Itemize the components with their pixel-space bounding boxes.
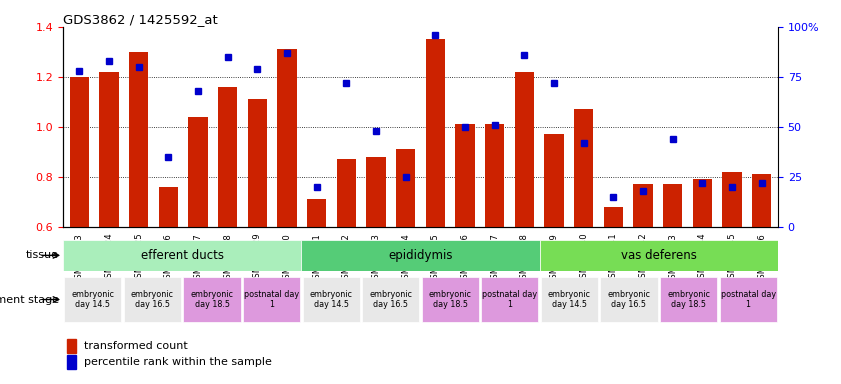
Bar	[63, 240, 301, 271]
Bar	[752, 174, 771, 227]
Text: postnatal day
1: postnatal day 1	[244, 290, 299, 309]
Text: postnatal day
1: postnatal day 1	[482, 290, 537, 309]
Text: postnatal day
1: postnatal day 1	[721, 290, 775, 309]
Bar	[99, 72, 119, 227]
Text: embryonic
day 16.5: embryonic day 16.5	[369, 290, 412, 309]
Bar	[188, 117, 208, 227]
Text: embryonic
day 16.5: embryonic day 16.5	[607, 290, 650, 309]
Bar	[278, 49, 297, 227]
Bar	[722, 172, 742, 227]
Bar	[693, 179, 712, 227]
Bar	[336, 159, 356, 227]
Bar	[248, 99, 267, 227]
Text: transformed count: transformed count	[84, 341, 188, 351]
Bar	[183, 276, 241, 323]
Text: GDS3862 / 1425592_at: GDS3862 / 1425592_at	[63, 13, 218, 26]
Bar	[367, 157, 386, 227]
Bar	[66, 355, 76, 369]
Bar	[720, 276, 777, 323]
Text: vas deferens: vas deferens	[621, 249, 696, 262]
Bar	[218, 87, 237, 227]
Bar	[129, 52, 148, 227]
Bar	[485, 124, 505, 227]
Bar	[307, 199, 326, 227]
Bar	[426, 39, 445, 227]
Bar	[421, 276, 479, 323]
Bar	[396, 149, 415, 227]
Bar	[303, 276, 360, 323]
Bar	[66, 339, 76, 353]
Bar	[243, 276, 300, 323]
Text: embryonic
day 14.5: embryonic day 14.5	[71, 290, 114, 309]
Bar	[604, 207, 623, 227]
Bar	[124, 276, 181, 323]
Bar	[541, 276, 598, 323]
Text: embryonic
day 16.5: embryonic day 16.5	[131, 290, 174, 309]
Bar	[663, 184, 682, 227]
Bar	[633, 184, 653, 227]
Text: percentile rank within the sample: percentile rank within the sample	[84, 357, 272, 367]
Bar	[362, 276, 420, 323]
Text: tissue: tissue	[26, 250, 59, 260]
Bar	[64, 276, 121, 323]
Bar	[159, 187, 178, 227]
Bar	[301, 240, 540, 271]
Bar	[515, 72, 534, 227]
Text: embryonic
day 18.5: embryonic day 18.5	[429, 290, 472, 309]
Bar	[70, 77, 89, 227]
Text: embryonic
day 18.5: embryonic day 18.5	[667, 290, 710, 309]
Bar	[544, 134, 563, 227]
Text: embryonic
day 18.5: embryonic day 18.5	[191, 290, 234, 309]
Text: embryonic
day 14.5: embryonic day 14.5	[548, 290, 591, 309]
Text: efferent ducts: efferent ducts	[140, 249, 224, 262]
Bar	[660, 276, 717, 323]
Text: epididymis: epididymis	[389, 249, 452, 262]
Bar	[540, 240, 778, 271]
Bar	[455, 124, 474, 227]
Bar	[574, 109, 593, 227]
Bar	[481, 276, 538, 323]
Text: development stage: development stage	[0, 295, 59, 305]
Bar	[600, 276, 658, 323]
Text: embryonic
day 14.5: embryonic day 14.5	[309, 290, 352, 309]
